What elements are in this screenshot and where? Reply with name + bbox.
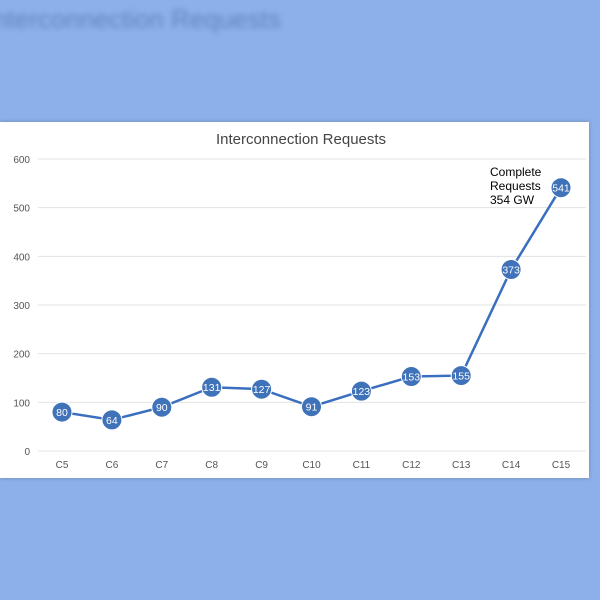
y-tick-label: 200 [13, 350, 30, 361]
data-label: 64 [106, 415, 118, 427]
data-label: 90 [156, 402, 168, 414]
data-point [51, 401, 73, 423]
line-chart: Interconnection Requests 0 100 200 300 400 500… [13, 131, 586, 471]
y-tick-label: 500 [13, 204, 30, 215]
x-tick-label: C14 [502, 460, 521, 471]
data-point [550, 177, 572, 199]
data-label: 131 [203, 382, 221, 394]
data-point [350, 380, 372, 402]
data-label: 91 [306, 402, 318, 414]
y-tick-label: 400 [13, 252, 30, 263]
data-point [500, 258, 522, 280]
data-label: 155 [452, 371, 470, 383]
series-line [61, 187, 563, 422]
data-point [101, 409, 123, 431]
data-point [201, 376, 223, 398]
data-label: 123 [353, 386, 371, 398]
x-tick-label: C11 [353, 460, 371, 471]
data-point [151, 396, 173, 418]
x-tick-label: C8 [205, 460, 218, 471]
data-point [251, 378, 273, 400]
data-label: 153 [403, 372, 421, 384]
y-tick-label: 300 [13, 301, 30, 312]
background-title: Interconnection Requests [0, 4, 281, 34]
x-tick-label: C7 [155, 460, 168, 471]
annotation-text: Requests [490, 179, 541, 193]
x-tick-label: C13 [452, 460, 471, 471]
x-tick-label: C15 [552, 460, 571, 471]
y-tick-label: 600 [13, 155, 30, 166]
annotation-text: 354 GW [490, 193, 535, 207]
x-tick-label: C12 [402, 460, 421, 471]
y-tick-label: 100 [13, 398, 30, 409]
x-tick-label: C5 [56, 460, 69, 471]
annotation-text: Complete [490, 165, 542, 179]
x-tick-label: C6 [106, 460, 119, 471]
data-point [450, 365, 472, 387]
data-point [301, 396, 322, 418]
x-tick-label: C10 [302, 460, 321, 471]
data-point [400, 366, 422, 388]
data-label: 541 [552, 183, 570, 195]
chart-title: Interconnection Requests [216, 131, 386, 148]
data-label: 127 [253, 384, 271, 396]
data-label: 80 [56, 407, 68, 419]
y-tick-label: 0 [24, 447, 30, 458]
chart-card: Interconnection Requests 0 100 200 300 400 500… [0, 122, 589, 478]
data-label: 373 [502, 264, 520, 276]
x-tick-label: C9 [255, 460, 268, 471]
